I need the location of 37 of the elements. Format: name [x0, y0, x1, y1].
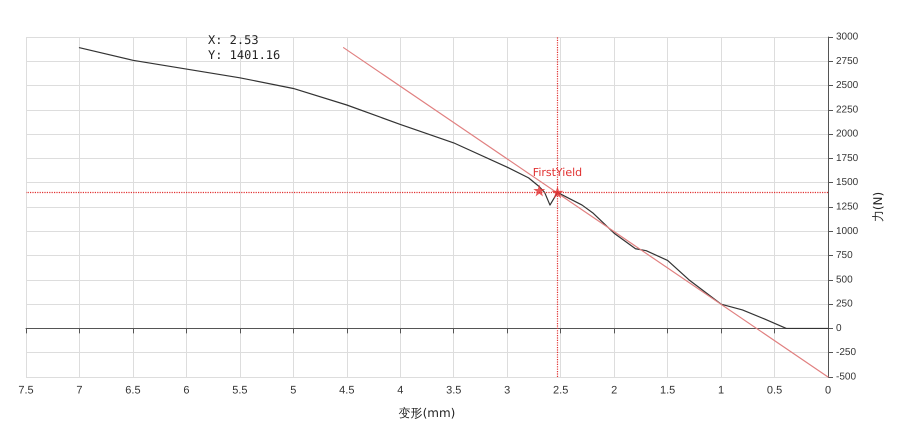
y-tick-label: 2000 [836, 128, 859, 140]
y-tick-label: 1750 [836, 152, 859, 164]
y-axis-title: 力(N) [871, 192, 885, 222]
x-tick-label: 1 [718, 384, 724, 396]
x-tick-label: 0 [824, 384, 832, 396]
y-tick-label: 250 [836, 298, 854, 310]
x-tick-label: 2 [611, 384, 618, 396]
annotation: FirstYield [532, 166, 582, 179]
x-tick-label: 6.5 [125, 384, 141, 396]
y-tick-label: 2250 [836, 104, 859, 116]
x-tick-label: 4 [397, 384, 404, 396]
y-tick-label: 500 [836, 274, 854, 286]
x-tick-label: 3 [504, 384, 510, 396]
x-tick-label: 1.5 [660, 384, 676, 396]
x-axis-title: 变形(mm) [398, 406, 456, 420]
x-tick-label: 5 [290, 384, 296, 396]
y-tick-label: 1000 [836, 226, 859, 237]
y-tick-label: 750 [836, 250, 854, 262]
y-tick-label: -500 [836, 372, 856, 382]
x-tick-label: 5.5 [232, 384, 248, 396]
y-tick-label: 1500 [836, 177, 859, 188]
annotation: Y: 1401.16 [208, 48, 280, 62]
annotation: X: 2.53 [208, 33, 259, 47]
y-tick-label: 2750 [836, 56, 859, 67]
x-tick-label: 7 [76, 384, 83, 396]
y-tick-label: -250 [836, 347, 856, 358]
x-tick-label: 0.5 [766, 384, 782, 396]
y-tick-label: 0 [836, 322, 842, 334]
line-series [78, 47, 829, 330]
x-tick-label: 4.5 [339, 384, 354, 396]
x-tick-label: 3.5 [446, 384, 462, 396]
x-tick-label: 2.5 [553, 384, 568, 396]
y-tick-label: 2500 [836, 80, 859, 92]
y-tick-label: 3000 [836, 32, 859, 42]
y-tick-label: 1250 [836, 202, 859, 212]
x-tick-label: 6 [183, 384, 190, 396]
x-tick-label: 7.5 [18, 384, 34, 396]
